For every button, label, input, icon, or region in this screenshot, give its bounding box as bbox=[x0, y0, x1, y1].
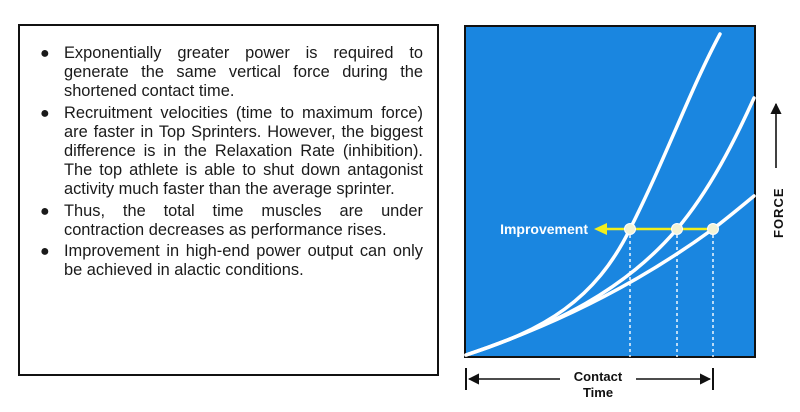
contact-time-label-line2: Time bbox=[583, 385, 613, 400]
bullet-dot: ● bbox=[40, 202, 50, 220]
force-curve-shallow bbox=[464, 194, 756, 357]
bullet-text: Thus, the total time muscles are under c… bbox=[64, 201, 423, 239]
bullet-dot: ● bbox=[40, 45, 50, 62]
bullet-text: Exponentially greater power is required … bbox=[64, 44, 423, 101]
bullet-item-recruitment: ● Recruitment velocities (time to maximum… bbox=[38, 104, 423, 200]
bullet-item-power: ● Exponentially greater power is required… bbox=[38, 44, 423, 102]
bullet-dot: ● bbox=[40, 243, 50, 261]
bullet-list: ● Exponentially greater power is required… bbox=[20, 26, 437, 280]
contact-time-label-line1: Contact bbox=[574, 369, 623, 384]
bullet-item-alactic: ● Improvement in high-end power output ca… bbox=[38, 242, 423, 280]
bullet-item-contraction-time: ● Thus, the total time muscles are under … bbox=[38, 202, 423, 240]
intersection-point-3 bbox=[707, 223, 719, 235]
improvement-arrowhead bbox=[594, 223, 607, 235]
diagram-panel bbox=[464, 25, 756, 358]
force-axis-label: FORCE bbox=[771, 188, 786, 239]
intersection-point-1 bbox=[624, 223, 636, 235]
bullet-text: Improvement in high-end power output can… bbox=[64, 242, 423, 280]
bullet-dot: ● bbox=[40, 104, 50, 122]
intersection-point-2 bbox=[671, 223, 683, 235]
improvement-label: Improvement bbox=[500, 221, 588, 237]
bullet-text: Recruitment velocities (time to maximum … bbox=[64, 103, 423, 199]
bullet-text-box: ● Exponentially greater power is required… bbox=[18, 24, 439, 376]
